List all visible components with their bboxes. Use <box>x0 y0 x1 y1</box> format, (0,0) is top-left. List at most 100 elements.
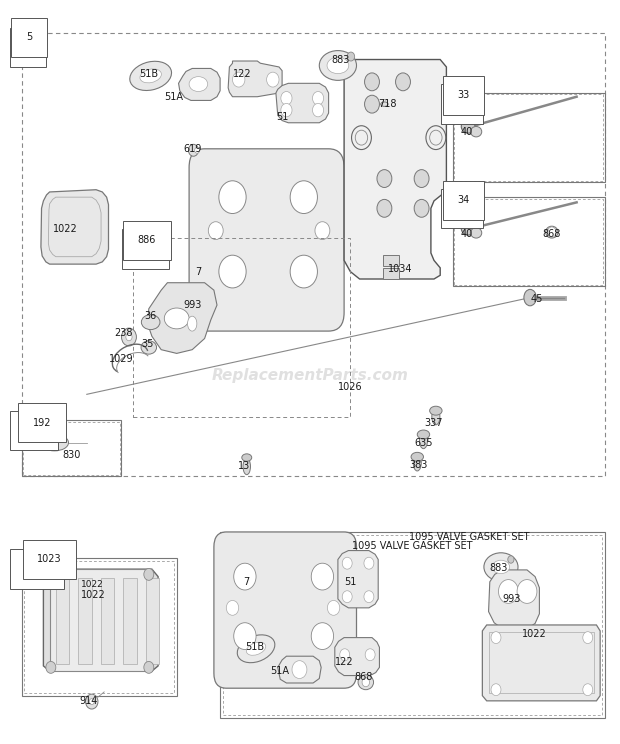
Ellipse shape <box>546 226 558 238</box>
Ellipse shape <box>246 642 266 655</box>
Circle shape <box>290 181 317 214</box>
Text: 33: 33 <box>456 99 468 109</box>
Text: 36: 36 <box>144 311 157 321</box>
Polygon shape <box>228 61 282 97</box>
Text: 1023: 1023 <box>25 564 50 574</box>
Circle shape <box>219 181 246 214</box>
FancyBboxPatch shape <box>146 578 159 664</box>
Bar <box>453 93 604 182</box>
Ellipse shape <box>242 454 252 461</box>
Circle shape <box>89 699 94 705</box>
Text: 5: 5 <box>25 42 31 52</box>
Ellipse shape <box>414 455 422 471</box>
Polygon shape <box>278 656 321 683</box>
Text: 122: 122 <box>335 657 353 667</box>
Text: 7: 7 <box>244 577 250 587</box>
Circle shape <box>86 694 98 709</box>
Ellipse shape <box>432 408 440 425</box>
Ellipse shape <box>461 120 475 133</box>
Circle shape <box>362 678 370 687</box>
Circle shape <box>234 563 256 590</box>
Circle shape <box>234 623 256 650</box>
Text: 238: 238 <box>115 327 133 338</box>
Circle shape <box>312 92 324 105</box>
Circle shape <box>340 649 350 661</box>
Circle shape <box>46 661 56 673</box>
Text: 1095 VALVE GASKET SET: 1095 VALVE GASKET SET <box>352 541 472 551</box>
Text: 337: 337 <box>425 417 443 428</box>
Polygon shape <box>489 570 539 629</box>
Text: 51B: 51B <box>140 69 159 80</box>
Text: 34: 34 <box>456 203 468 213</box>
Text: 383: 383 <box>409 460 428 470</box>
FancyBboxPatch shape <box>56 578 69 664</box>
Text: 33: 33 <box>458 90 470 100</box>
Bar <box>24 561 174 693</box>
Text: 868: 868 <box>355 672 373 682</box>
Text: 192: 192 <box>33 417 51 428</box>
Text: 34: 34 <box>458 195 470 205</box>
Circle shape <box>195 147 200 153</box>
Bar <box>22 420 121 476</box>
Circle shape <box>144 661 154 673</box>
Text: 830: 830 <box>62 450 81 461</box>
Circle shape <box>122 328 136 346</box>
Circle shape <box>414 199 429 217</box>
Ellipse shape <box>471 228 482 238</box>
Ellipse shape <box>243 458 250 475</box>
FancyBboxPatch shape <box>214 532 356 688</box>
Circle shape <box>547 227 556 237</box>
Circle shape <box>498 580 518 603</box>
Ellipse shape <box>484 553 518 581</box>
Ellipse shape <box>41 434 68 451</box>
Circle shape <box>365 73 379 91</box>
Circle shape <box>347 52 355 61</box>
Text: 1022: 1022 <box>522 629 547 639</box>
Circle shape <box>365 649 375 661</box>
Text: 1023: 1023 <box>37 554 62 565</box>
Text: 122: 122 <box>232 69 251 80</box>
Circle shape <box>311 623 334 650</box>
Circle shape <box>365 95 379 113</box>
Ellipse shape <box>237 635 275 663</box>
Ellipse shape <box>420 432 428 449</box>
Text: 883: 883 <box>332 54 350 65</box>
Text: 1022: 1022 <box>81 580 104 589</box>
Text: 993: 993 <box>502 594 521 604</box>
Text: 886: 886 <box>136 244 155 254</box>
Circle shape <box>290 255 317 288</box>
Ellipse shape <box>187 316 197 331</box>
Polygon shape <box>338 551 378 608</box>
Text: 51B: 51B <box>245 642 264 652</box>
Polygon shape <box>179 68 220 100</box>
FancyBboxPatch shape <box>383 255 399 266</box>
Text: 886: 886 <box>138 235 156 246</box>
Bar <box>454 94 603 181</box>
Circle shape <box>226 600 239 615</box>
Text: 993: 993 <box>183 300 202 310</box>
Circle shape <box>312 103 324 117</box>
Circle shape <box>583 684 593 696</box>
Text: 40: 40 <box>461 126 473 137</box>
Circle shape <box>414 170 429 187</box>
Bar <box>23 422 120 475</box>
FancyBboxPatch shape <box>100 578 114 664</box>
Ellipse shape <box>319 51 356 80</box>
Polygon shape <box>344 60 446 279</box>
Circle shape <box>232 72 245 87</box>
Circle shape <box>396 73 410 91</box>
Text: 914: 914 <box>79 696 98 706</box>
Ellipse shape <box>417 430 430 439</box>
Text: 35: 35 <box>141 339 154 350</box>
Text: 1022: 1022 <box>81 590 105 600</box>
Circle shape <box>46 568 56 580</box>
Ellipse shape <box>411 452 423 461</box>
Ellipse shape <box>461 222 475 235</box>
Circle shape <box>364 557 374 569</box>
Ellipse shape <box>524 289 536 306</box>
Bar <box>453 197 604 286</box>
FancyBboxPatch shape <box>189 149 344 331</box>
Circle shape <box>292 661 307 679</box>
Circle shape <box>517 580 537 603</box>
Circle shape <box>491 632 501 644</box>
